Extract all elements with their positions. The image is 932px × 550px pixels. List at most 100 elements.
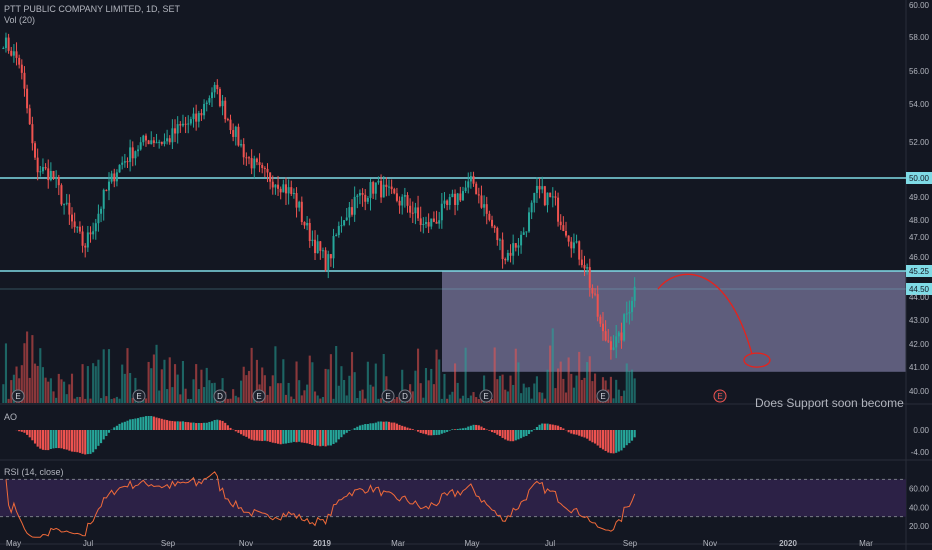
- volume-bar: [559, 361, 562, 403]
- volume-bar: [517, 362, 520, 403]
- candle-body: [324, 250, 327, 271]
- candle-body: [237, 126, 240, 146]
- volume-bar: [509, 375, 512, 403]
- candle-body: [34, 143, 37, 158]
- candle-body: [266, 168, 269, 173]
- ao-label[interactable]: AO: [4, 412, 18, 422]
- candle-body: [189, 119, 192, 124]
- earnings-marker: E: [252, 389, 266, 403]
- volume-bar: [195, 364, 198, 403]
- candle-body: [522, 232, 525, 235]
- candle-body: [137, 149, 140, 152]
- candle-body: [261, 164, 264, 169]
- candle-body: [123, 161, 126, 163]
- volume-bar: [210, 383, 214, 403]
- candle-body: [89, 232, 92, 235]
- volume-bar: [84, 398, 87, 403]
- price-tick-label: 52.00: [909, 138, 930, 147]
- volume-bar: [398, 396, 401, 403]
- volume-bar: [564, 392, 568, 403]
- symbol-title[interactable]: PTT PUBLIC COMPANY LIMITED, 1D, SET: [4, 4, 181, 14]
- price-tick-label: 49.00: [909, 193, 930, 202]
- volume-bar: [617, 389, 620, 403]
- volume-bar: [60, 379, 63, 403]
- volume-bar: [369, 384, 372, 403]
- rsi-band-fill: [0, 479, 906, 517]
- volume-bar: [358, 390, 362, 403]
- volume-bar: [451, 391, 454, 403]
- volume-bar: [179, 394, 182, 403]
- volume-bar: [483, 375, 486, 403]
- candle-body: [424, 222, 427, 224]
- candle-body: [377, 180, 380, 183]
- candle-body: [155, 142, 158, 144]
- price-tick-label: 58.00: [909, 33, 930, 42]
- candle-body: [443, 200, 446, 204]
- price-label-box: [906, 172, 932, 184]
- volume-bar: [94, 366, 97, 403]
- volume-bar: [417, 348, 420, 403]
- volume-bar: [100, 398, 103, 403]
- candle-body: [417, 207, 420, 219]
- volume-bar: [337, 385, 340, 403]
- candle-body: [105, 189, 108, 191]
- rsi-label[interactable]: RSI (14, close): [4, 467, 64, 477]
- candle-body: [335, 235, 338, 237]
- candle-body: [504, 259, 507, 261]
- candle-body: [234, 126, 237, 137]
- price-axis: 60.00 58.00 56.00 54.00 52.00 50.00 49.00 48.00…: [906, 1, 932, 531]
- volume-bar: [73, 398, 76, 403]
- candle-body: [329, 254, 332, 259]
- volume-bar: [232, 389, 235, 403]
- volume-bar: [123, 373, 126, 403]
- volume-bar: [350, 352, 354, 403]
- volume-bar: [158, 390, 161, 403]
- candle-body: [20, 64, 23, 73]
- time-tick-label: Nov: [239, 539, 253, 548]
- volume-bar: [435, 349, 438, 403]
- earnings-marker-letter: E: [483, 392, 488, 401]
- ao-tick-label: 0.00: [913, 426, 929, 435]
- candle-body: [284, 184, 287, 194]
- volume-bar: [480, 398, 483, 403]
- volume-bar: [424, 368, 428, 403]
- candle-body: [351, 207, 354, 215]
- candle-body: [7, 37, 10, 51]
- volume-bar: [31, 335, 34, 403]
- candle-body: [226, 119, 229, 121]
- candle-body: [343, 220, 346, 226]
- price-tick-label: 41.00: [909, 363, 930, 372]
- candle-body: [393, 189, 396, 194]
- candle-body: [631, 300, 634, 313]
- volume-bar: [353, 372, 356, 403]
- volume-bar: [28, 377, 31, 403]
- volume-bar: [361, 389, 364, 403]
- volume-label[interactable]: Vol (20): [4, 15, 36, 25]
- candle-body: [549, 192, 552, 197]
- candle-body: [480, 195, 483, 208]
- earnings-marker-letter: E: [385, 392, 390, 401]
- volume-bar: [263, 375, 266, 403]
- earnings-marker: E: [713, 389, 727, 403]
- candle-body: [340, 225, 343, 227]
- candle-body: [535, 185, 538, 193]
- candle-body: [86, 232, 89, 248]
- volume-bar: [554, 388, 557, 403]
- candle-body: [541, 186, 544, 190]
- candle-body: [509, 252, 512, 256]
- candle-body: [461, 191, 464, 201]
- annotation-text[interactable]: Does Support soon become: [755, 396, 904, 410]
- earnings-marker-circle: [132, 389, 146, 403]
- candle-body: [432, 218, 435, 222]
- candle-body: [229, 119, 232, 131]
- candle-body: [625, 313, 628, 315]
- volume-bar: [628, 370, 631, 403]
- volume-bar: [282, 359, 285, 403]
- volume-bar: [303, 390, 306, 403]
- volume-bar: [543, 398, 546, 403]
- candle-body: [303, 221, 306, 226]
- candle-body: [218, 89, 221, 107]
- volume-bar: [311, 362, 314, 403]
- time-tick-label: Nov: [703, 539, 717, 548]
